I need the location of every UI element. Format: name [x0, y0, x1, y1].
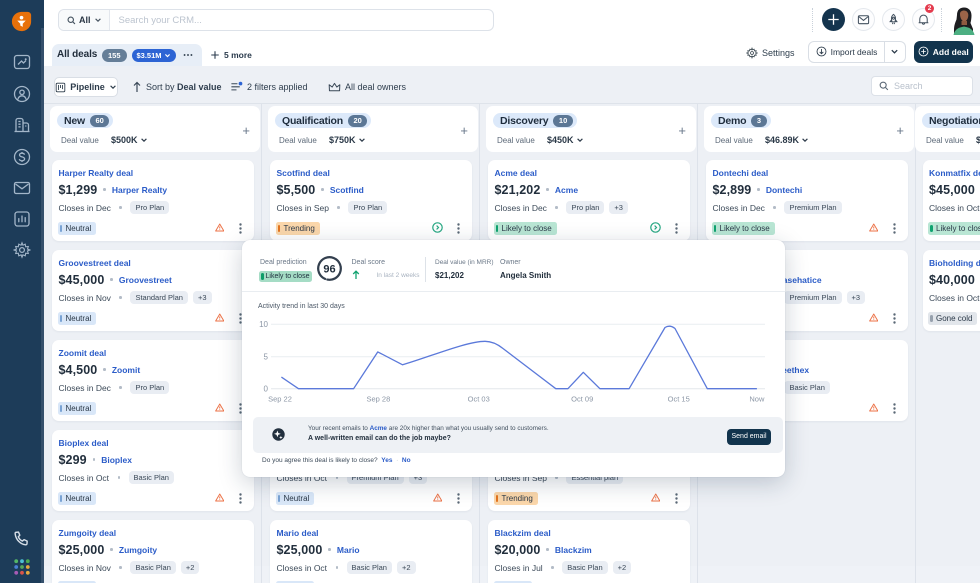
svg-text:Oct 09: Oct 09 [571, 395, 593, 404]
svg-text:Oct 03: Oct 03 [468, 395, 490, 404]
svg-text:Sep 28: Sep 28 [367, 395, 391, 404]
svg-text:Now: Now [749, 395, 765, 404]
svg-text:0: 0 [264, 385, 269, 394]
svg-text:96: 96 [323, 263, 335, 275]
svg-text:10: 10 [259, 320, 268, 329]
svg-text:Sep 22: Sep 22 [268, 395, 292, 404]
svg-text:Oct 15: Oct 15 [668, 395, 690, 404]
svg-text:5: 5 [264, 353, 269, 362]
